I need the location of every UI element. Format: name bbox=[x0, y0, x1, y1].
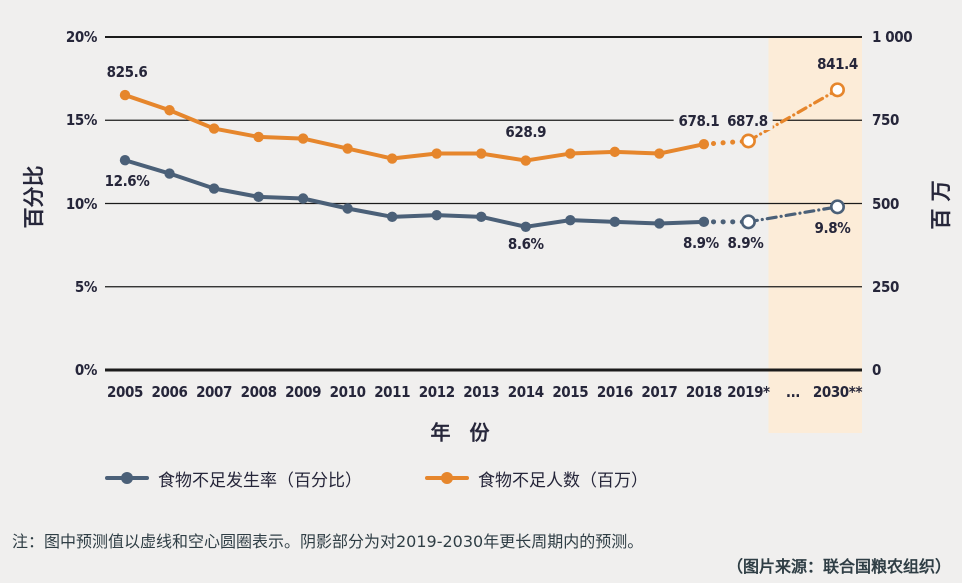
forecast-open-marker bbox=[740, 214, 756, 230]
data-point-marker bbox=[476, 211, 487, 223]
data-point-marker bbox=[386, 211, 398, 223]
data-point-marker bbox=[698, 138, 710, 150]
x-axis-tick-label: 2017 bbox=[641, 383, 678, 401]
data-point-marker bbox=[654, 148, 665, 159]
x-axis-tick-label: 2018 bbox=[685, 383, 722, 401]
data-point-marker bbox=[164, 105, 175, 116]
legend-line-marker-icon bbox=[105, 472, 149, 484]
data-point-marker bbox=[520, 155, 531, 166]
data-point-marker bbox=[520, 221, 531, 233]
data-point-marker bbox=[119, 155, 131, 166]
data-point-marker bbox=[164, 168, 175, 179]
series-line-solid bbox=[124, 93, 705, 163]
y-axis-title-left: 百分比 bbox=[22, 165, 46, 229]
data-point-marker bbox=[654, 218, 665, 229]
data-point-marker bbox=[476, 148, 487, 159]
y-left-tick-label: 15% bbox=[65, 111, 98, 130]
y-right-tick-label: 750 bbox=[872, 111, 899, 130]
data-point-label: 841.4 bbox=[817, 54, 858, 73]
data-point-label: 9.8% bbox=[814, 218, 851, 237]
x-axis-tick-label: 2014 bbox=[507, 383, 544, 401]
forecast-open-marker bbox=[829, 199, 845, 215]
legend-line-marker-icon bbox=[425, 472, 469, 484]
legend-dot-icon bbox=[121, 472, 133, 484]
y-left-tick-label: 10% bbox=[65, 194, 98, 213]
x-axis-tick-label: ... bbox=[785, 383, 801, 401]
legend-item: 食物不足人数（百万） bbox=[425, 468, 648, 491]
data-point-label: 8.9% bbox=[682, 233, 719, 252]
x-axis-tick-label: 2005 bbox=[107, 383, 143, 401]
data-point-marker bbox=[297, 193, 309, 204]
x-axis-tick-label: 2016 bbox=[596, 383, 633, 401]
x-axis-tick-label: 2011 bbox=[374, 383, 411, 401]
data-point-marker bbox=[565, 148, 576, 159]
y-left-tick-label: 5% bbox=[74, 277, 98, 296]
data-point-marker bbox=[253, 131, 264, 143]
x-axis-tick-label: 2013 bbox=[463, 383, 500, 401]
x-axis-tick-label: 2009 bbox=[285, 383, 322, 401]
data-point-marker bbox=[609, 216, 621, 228]
y-left-tick-label: 0% bbox=[74, 361, 98, 379]
data-point-marker bbox=[609, 146, 621, 158]
x-axis-tick-label: 2008 bbox=[240, 383, 277, 401]
series-line-dashdot bbox=[746, 205, 840, 224]
note-text: 注：图中预测值以虚线和空心圆圈表示。阴影部分为对2019-2030年更长周期内的… bbox=[12, 532, 644, 551]
data-point-marker bbox=[386, 153, 398, 164]
y-left-tick-label: 20% bbox=[65, 28, 98, 46]
y-right-tick-label: 0 bbox=[872, 361, 881, 379]
y-right-tick-label: 500 bbox=[872, 194, 899, 213]
y-right-tick-label: 250 bbox=[872, 277, 899, 296]
data-point-marker bbox=[253, 191, 264, 203]
data-point-label: 8.9% bbox=[727, 233, 764, 252]
forecast-open-marker bbox=[740, 133, 756, 149]
x-axis-tick-label: 2030** bbox=[812, 383, 863, 401]
x-axis-tick-label: 2015 bbox=[552, 383, 589, 401]
series-line-solid bbox=[124, 158, 704, 229]
x-axis-tick-label: 2012 bbox=[418, 383, 455, 401]
data-point-label: 628.9 bbox=[505, 122, 547, 141]
data-point-marker bbox=[431, 148, 442, 159]
legend-label: 食物不足发生率（百分比） bbox=[158, 470, 362, 491]
data-point-label: 687.8 bbox=[722, 111, 773, 130]
data-point-marker bbox=[208, 183, 220, 194]
x-axis-tick-label: 2010 bbox=[329, 383, 366, 401]
legend-item: 食物不足发生率（百分比） bbox=[105, 468, 362, 491]
series-line-dashdot bbox=[746, 88, 840, 143]
x-axis-tick-label: 2019* bbox=[727, 383, 770, 401]
data-point-marker bbox=[342, 143, 353, 154]
data-point-marker bbox=[208, 123, 220, 134]
x-axis-tick-label: 2006 bbox=[151, 383, 188, 401]
y-axis-title-right: 百 万 bbox=[929, 180, 953, 230]
legend-dot-icon bbox=[441, 472, 453, 484]
x-axis-tick-label: 2007 bbox=[196, 383, 233, 401]
data-point-label: 678.1 bbox=[673, 112, 725, 131]
data-point-marker bbox=[342, 203, 353, 214]
y-right-tick-label: 1 000 bbox=[872, 28, 913, 46]
data-point-marker bbox=[565, 214, 576, 226]
data-point-marker bbox=[297, 133, 309, 144]
source-text: （图片来源：联合国粮农组织） bbox=[726, 557, 951, 576]
data-point-marker bbox=[431, 209, 442, 221]
data-point-label: 12.6% bbox=[104, 172, 150, 191]
data-point-marker bbox=[698, 216, 710, 228]
data-point-label: 825.6 bbox=[106, 63, 148, 82]
forecast-open-marker bbox=[829, 82, 845, 98]
data-point-marker bbox=[119, 89, 131, 101]
data-point-label: 8.6% bbox=[507, 234, 544, 253]
legend-label: 食物不足人数（百万） bbox=[478, 470, 648, 491]
x-axis-title: 年 份 bbox=[430, 420, 496, 445]
